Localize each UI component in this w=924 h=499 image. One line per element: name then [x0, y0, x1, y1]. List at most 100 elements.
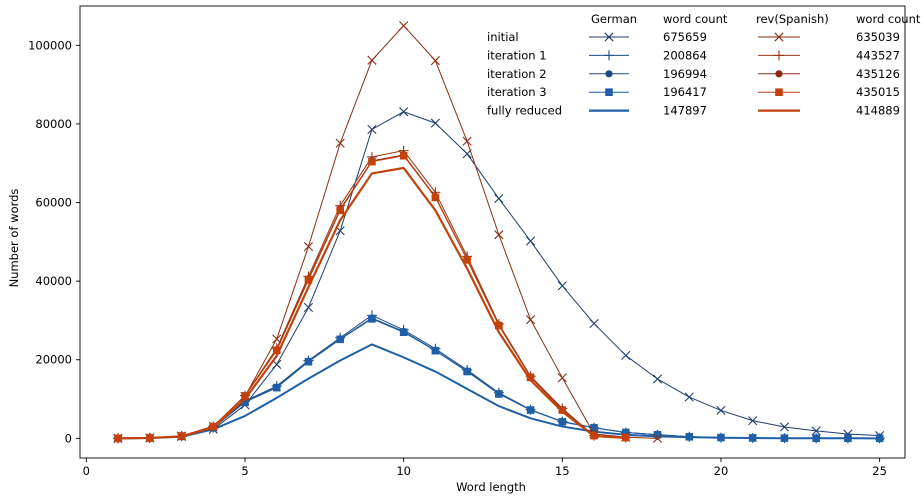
data-point: [114, 434, 122, 443]
legend-spanish-count: 414889: [856, 104, 900, 118]
data-point: [463, 367, 471, 376]
legend-marker-spanish: [775, 88, 783, 96]
legend-row-label: iteration 3: [487, 85, 547, 99]
data-point: [272, 359, 282, 370]
data-point: [463, 256, 471, 264]
data-point: [495, 321, 503, 330]
series-group: [113, 21, 885, 444]
data-point: [241, 398, 249, 406]
data-point: [399, 21, 409, 31]
data-point: [653, 431, 662, 439]
data-point: [272, 346, 281, 355]
data-point: [748, 416, 758, 426]
data-point: [558, 406, 567, 414]
data-point: [368, 157, 376, 166]
series-spanish_initial: [113, 21, 663, 443]
data-point: [525, 315, 536, 325]
series-line: [118, 166, 626, 440]
legend-row-label: fully reduced: [487, 104, 562, 118]
data-point: [779, 422, 790, 432]
legend-header: rev(Spanish): [756, 12, 829, 26]
data-point: [430, 118, 440, 128]
legend-row-label: iteration 1: [487, 48, 547, 62]
series-line: [118, 343, 880, 440]
data-point: [272, 383, 281, 392]
data-point: [526, 406, 535, 414]
legend-header: word count: [663, 12, 728, 26]
data-point: [399, 107, 409, 117]
legend-marker-german: [604, 32, 614, 42]
legend-german-count: 196994: [663, 67, 707, 81]
data-point: [430, 56, 440, 66]
legend-spanish-count: 635039: [856, 30, 900, 44]
data-point: [335, 138, 345, 148]
y-axis-label: Number of words: [7, 189, 21, 288]
legend-header: word count: [856, 12, 921, 26]
axes: 0 5 10 15 20 25 0 20000 40000 60000 80000 100000: [28, 5, 906, 478]
series-line: [118, 150, 626, 439]
legend-german-count: 147897: [663, 104, 707, 118]
legend-row-label: initial: [487, 30, 519, 44]
x-axis-label: Word length: [456, 480, 526, 494]
y-tick-label: 80000: [35, 117, 72, 131]
legend-marker-german: [605, 70, 613, 78]
x-tick-label: 25: [872, 464, 887, 478]
plot-frame: [79, 5, 906, 459]
data-point: [557, 281, 567, 291]
legend-german-count: 196417: [663, 85, 707, 99]
y-tick-label: 40000: [35, 274, 72, 288]
legend-marker-spanish: [774, 32, 784, 42]
data-point: [399, 328, 408, 337]
data-point: [241, 392, 249, 400]
legend-spanish-count: 443527: [856, 48, 900, 62]
data-point: [589, 318, 599, 329]
legend-header: German: [591, 12, 637, 26]
x-tick-label: 20: [714, 464, 729, 478]
y-tick-label: 100000: [28, 38, 72, 52]
data-point: [368, 315, 376, 323]
data-point: [304, 357, 313, 366]
data-point: [304, 276, 313, 284]
legend-marker-german: [605, 88, 613, 96]
legend: German word count rev(Spanish) word count in…: [487, 12, 921, 118]
series-spanish_iter1: [113, 145, 631, 444]
x-tick-label: 0: [83, 464, 90, 478]
data-point: [336, 206, 344, 215]
legend-spanish-count: 435015: [856, 85, 900, 99]
series-spanish_full: [118, 166, 626, 440]
legend-german-count: 675659: [663, 30, 707, 44]
data-point: [526, 373, 535, 382]
data-point: [303, 241, 314, 252]
legend-spanish-count: 435126: [856, 67, 900, 81]
data-point: [336, 335, 344, 344]
data-point: [494, 230, 504, 240]
y-tick-label: 20000: [35, 353, 72, 367]
legend-german-count: 200864: [663, 48, 707, 62]
data-point: [495, 390, 503, 398]
data-point: [494, 194, 504, 204]
legend-marker-spanish: [775, 70, 783, 78]
y-tick-label: 60000: [35, 196, 72, 210]
data-point: [652, 433, 663, 443]
legend-marker-german: [604, 50, 614, 61]
data-point: [621, 428, 630, 437]
data-point: [811, 426, 821, 436]
data-point: [431, 193, 440, 202]
x-tick-label: 15: [555, 464, 570, 478]
data-point: [621, 350, 631, 361]
data-point: [558, 418, 567, 426]
data-point: [367, 55, 377, 65]
x-tick-label: 5: [241, 464, 248, 478]
y-tick-label: 0: [65, 431, 72, 445]
data-point: [590, 423, 598, 432]
data-point: [557, 373, 567, 383]
legend-marker-spanish: [774, 50, 784, 61]
data-point: [399, 151, 408, 160]
data-point: [462, 136, 472, 146]
data-point: [716, 405, 726, 416]
legend-row-label: iteration 2: [487, 67, 547, 81]
data-point: [684, 392, 694, 402]
data-point: [431, 346, 440, 355]
data-point: [303, 302, 314, 313]
